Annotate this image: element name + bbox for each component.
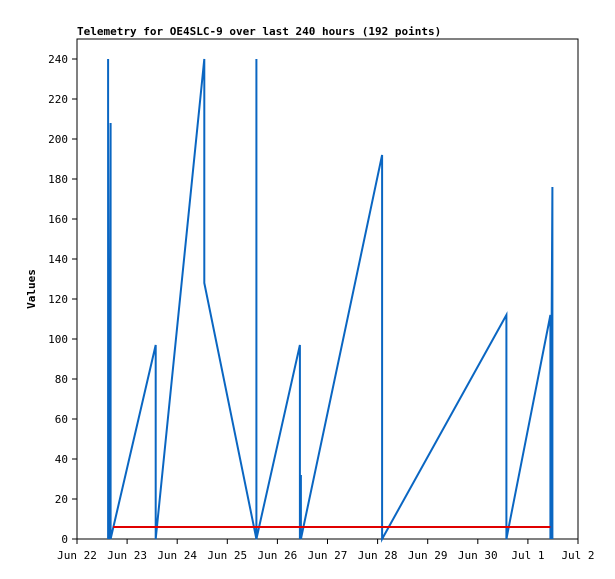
x-tick-label: Jun 24 [157,549,197,562]
y-tick-label: 120 [48,293,68,306]
y-tick-label: 240 [48,53,68,66]
plot-area [76,38,579,540]
series-layer [107,58,554,543]
chart-title: Telemetry for OE4SLC-9 over last 240 hou… [77,25,441,38]
y-tick-label: 80 [55,373,68,386]
y-tick-label: 60 [55,413,68,426]
y-tick-label: 180 [48,173,68,186]
x-tick-label: Jul 1 [511,549,544,562]
series-line-1 [107,58,554,543]
x-tick-label: Jun 27 [308,549,348,562]
x-tick-label: Jun 30 [458,549,498,562]
y-tick-label: 40 [55,453,68,466]
x-tick-label: Jun 26 [258,549,298,562]
y-tick-label: 100 [48,333,68,346]
x-tick-label: Jun 28 [358,549,398,562]
y-tick-label: 0 [61,533,68,546]
y-tick-label: 160 [48,213,68,226]
y-tick-label: 140 [48,253,68,266]
y-axis-label: Values [25,269,38,309]
x-tick-label: Jun 29 [408,549,448,562]
x-tick-label: Jul 2 [561,549,594,562]
y-tick-label: 20 [55,493,68,506]
axis-layer: 0 20 40 60 80 100 120 140 160 180 200 220 240 Jun 22 J… [48,53,594,562]
x-tick-label: Jun 23 [107,549,147,562]
y-tick-label: 200 [48,133,68,146]
y-tick-label: 220 [48,93,68,106]
x-tick-label: Jun 25 [207,549,247,562]
x-tick-label: Jun 22 [57,549,97,562]
